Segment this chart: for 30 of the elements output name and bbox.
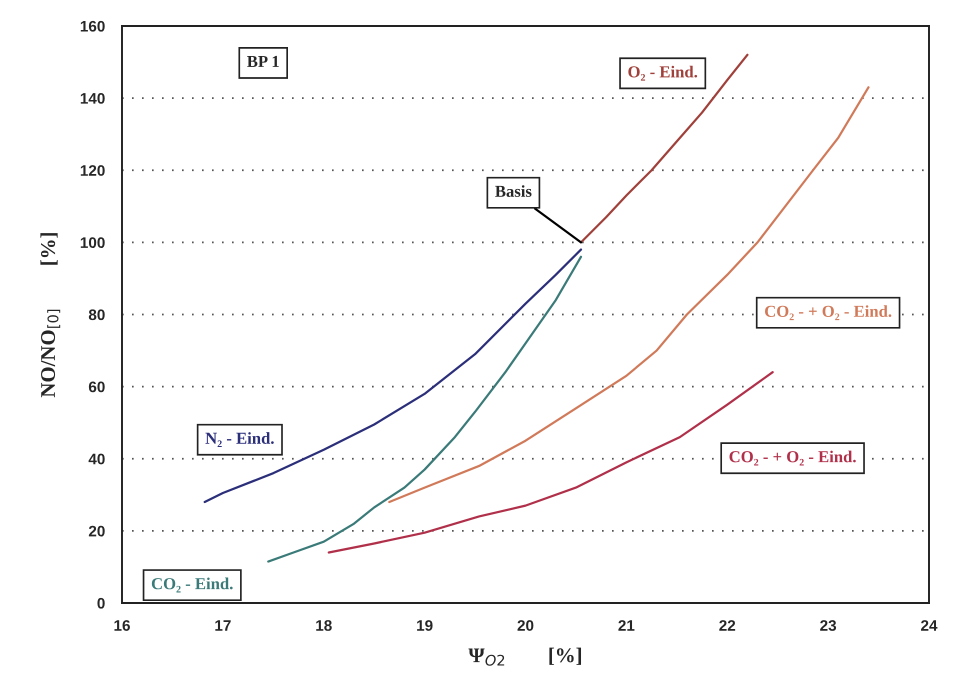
x-tick-label: 23 (820, 620, 836, 631)
line-series (328, 371, 774, 554)
annotation: Basis (495, 185, 532, 197)
series-label: O₂ - Eind. (628, 66, 698, 81)
x-tick-label: 16 (114, 620, 130, 631)
x-tick-label: 18 (316, 620, 332, 631)
x-tick-label: 17 (215, 620, 231, 631)
line-series (580, 54, 749, 244)
x-tick-label: 24 (921, 620, 938, 631)
y-tick-label: 0 (97, 598, 105, 609)
text: CO₂ - + O₂ - Eind. (730, 450, 856, 466)
y-tick-label: 100 (80, 237, 105, 248)
series-label: N₂ - Eind. (205, 432, 274, 448)
y-tick-label: 40 (88, 454, 105, 464)
x-tick-label: 21 (618, 620, 634, 631)
line-series (204, 248, 582, 504)
y-tick-label: 20 (88, 526, 105, 537)
y-tick-label: 160 (80, 20, 105, 32)
y-tick-label: 140 (80, 92, 105, 104)
x-tick-label: 20 (518, 620, 534, 631)
y-tick-label: 80 (88, 309, 105, 320)
y-tick-label: 120 (80, 165, 105, 176)
text: NO/NO$_{[0]}$ [%] (40, 233, 60, 398)
text: CO₂ - + O₂ - Eind. (765, 305, 892, 320)
annotation: BP 1 (247, 56, 279, 67)
x-tick-label: 22 (719, 620, 736, 631)
text: CO₂ - Eind. (152, 578, 233, 592)
y-tick-label: 60 (88, 381, 105, 392)
text: Ψ$_{O2}$ [%] (468, 648, 582, 666)
x-tick-label: 19 (417, 620, 433, 631)
